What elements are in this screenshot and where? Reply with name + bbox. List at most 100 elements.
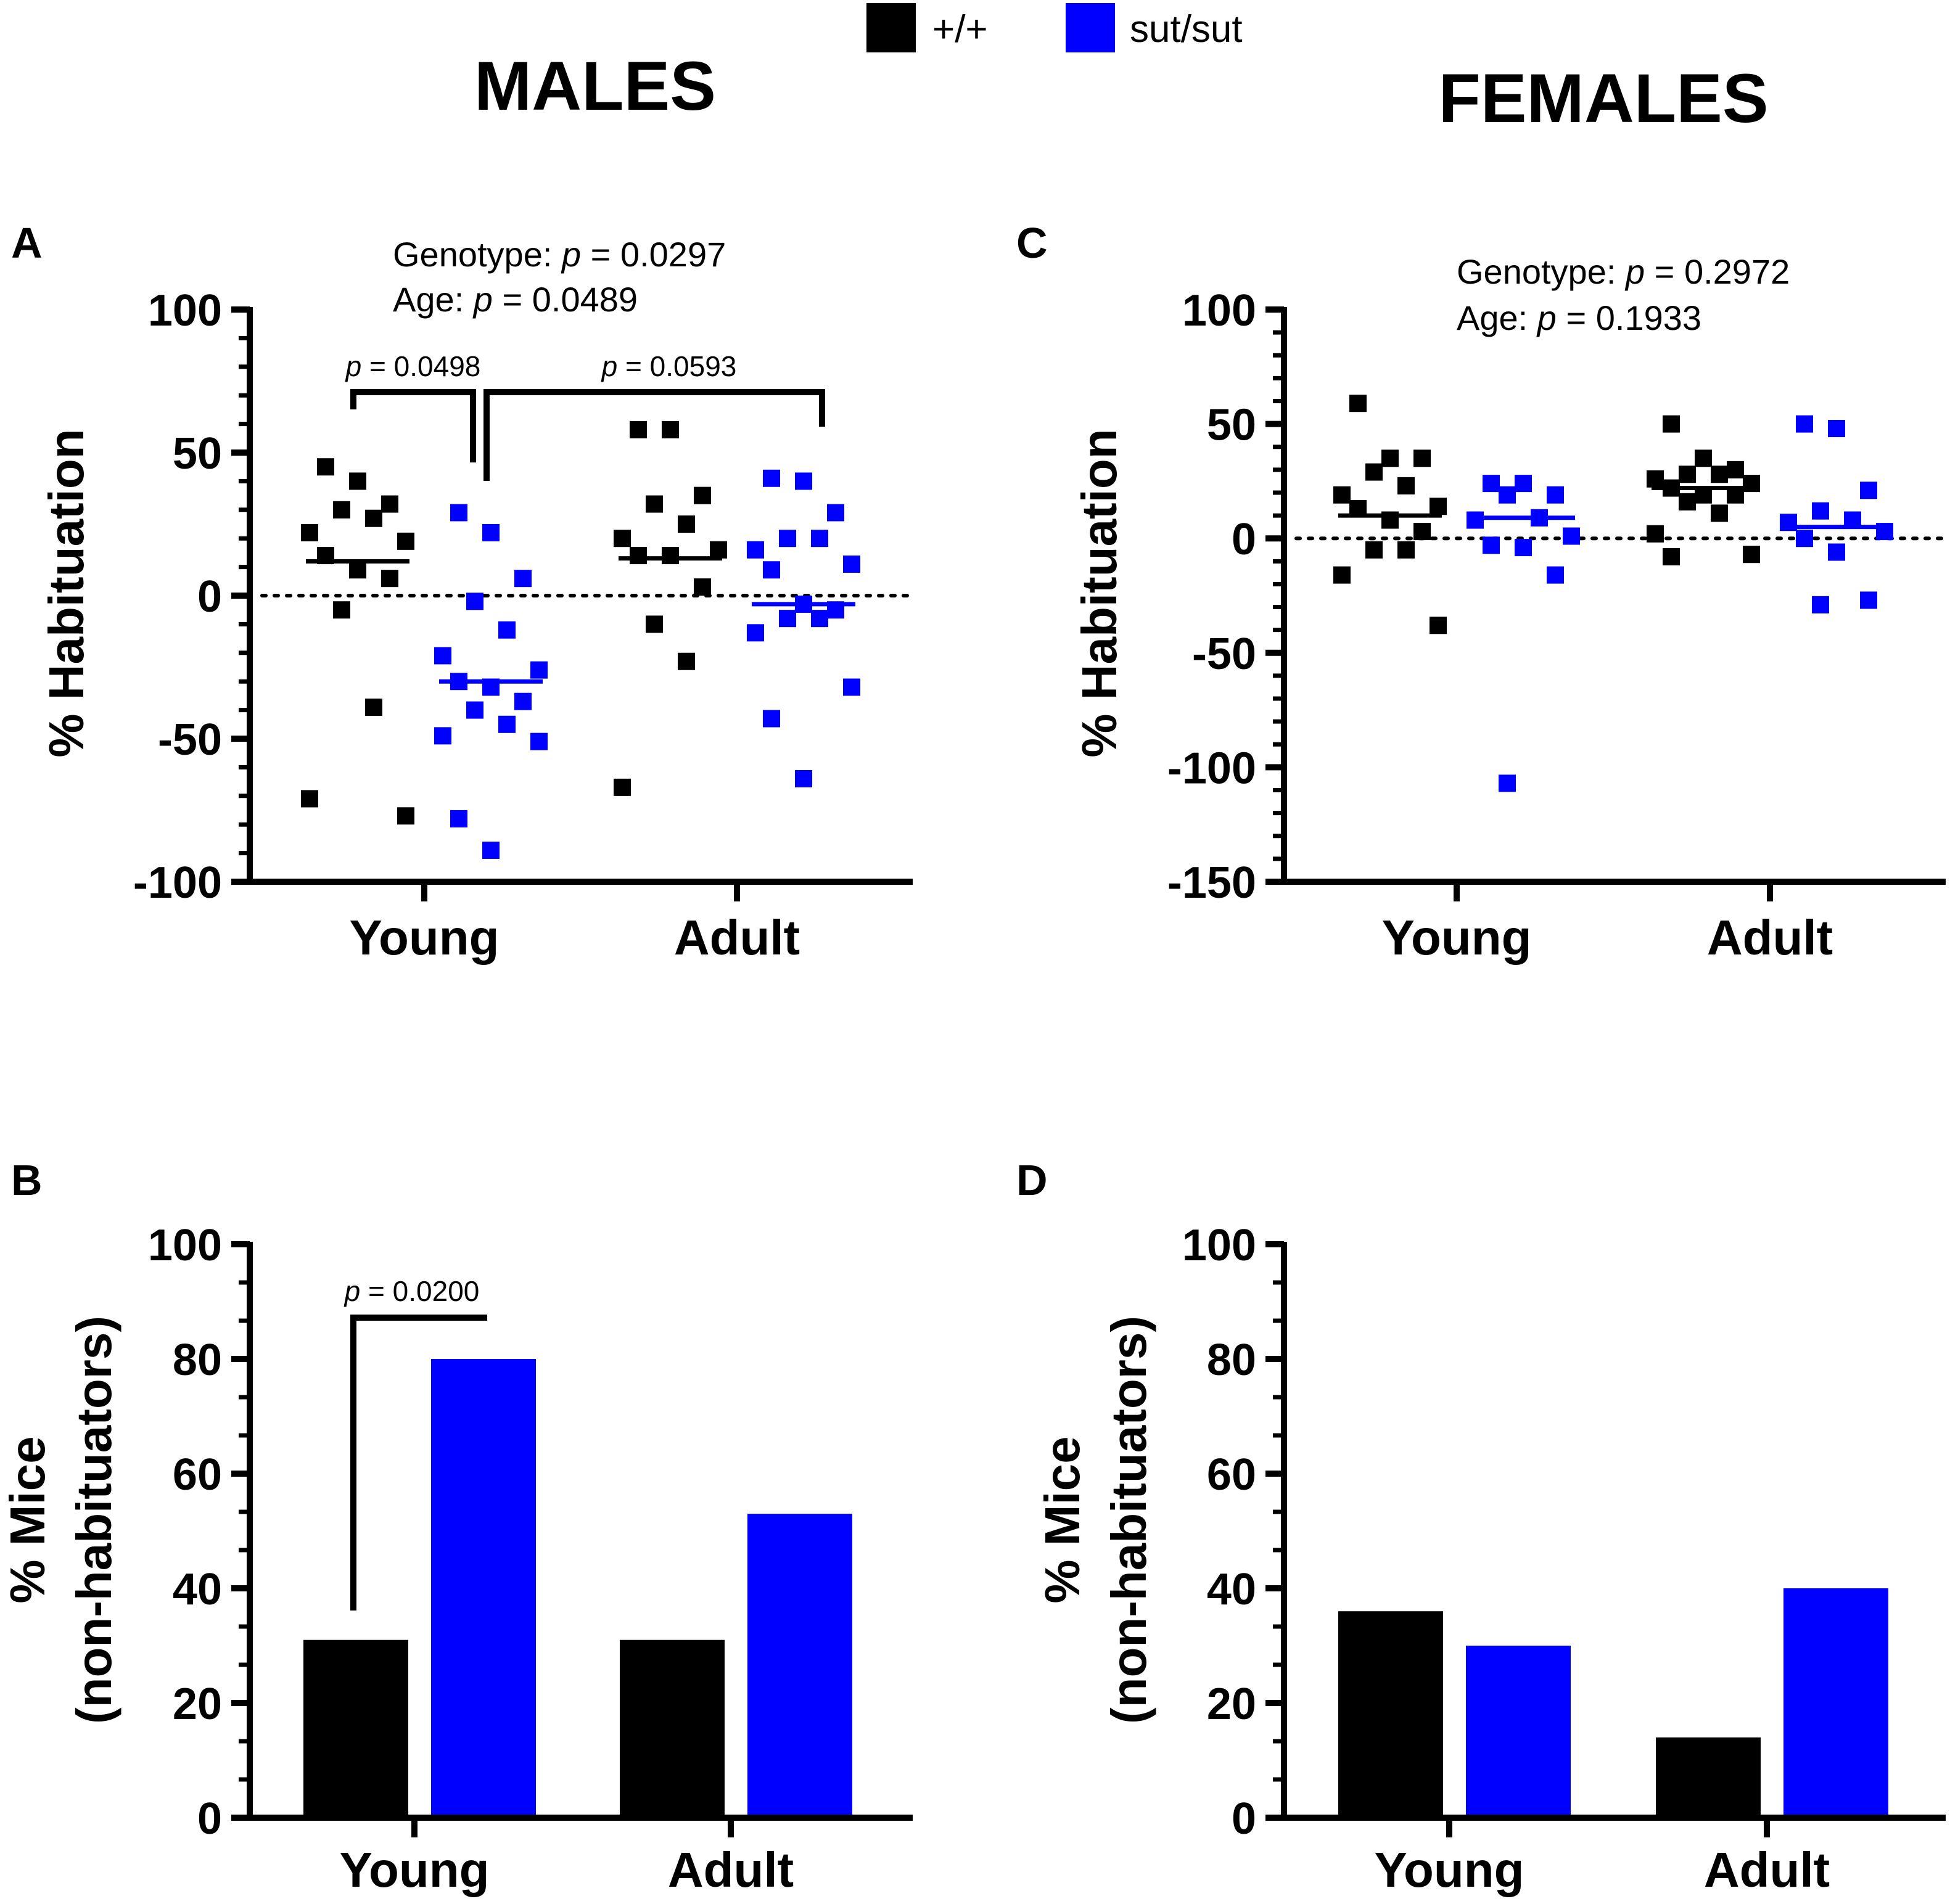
panel-c-point-wt-adult xyxy=(1679,493,1696,511)
panel-a-y-tick-label: 100 xyxy=(148,286,222,335)
panel-c-point-wt-adult xyxy=(1727,461,1744,478)
panel-a-point-wt-young xyxy=(397,807,414,825)
panel-c-y-tick-label: -50 xyxy=(1192,630,1256,679)
panel-c-point-wt-young xyxy=(1397,541,1415,559)
panel-c-point-wt-young xyxy=(1333,566,1351,584)
panel-c-point-wt-young xyxy=(1381,449,1399,467)
panel-c-category-young: Young xyxy=(1382,910,1532,965)
panel-a-category-young: Young xyxy=(350,910,500,965)
panel-c-point-wt-adult xyxy=(1711,504,1728,522)
panel-b-y-tick-label: 80 xyxy=(173,1336,222,1385)
panel-a-point-sut-young xyxy=(466,701,483,719)
panel-c-point-sut-adult xyxy=(1860,482,1877,499)
panel-d-y-label-line2: (non-habituators) xyxy=(1101,1316,1156,1724)
panel-b-bar-wt-adult xyxy=(620,1639,725,1815)
panel-c-point-wt-young xyxy=(1397,477,1415,494)
panel-b-y-tick-label: 0 xyxy=(197,1794,222,1844)
panel-a-stat-age: Age: p = 0.0489 xyxy=(393,280,638,319)
panel-letter-a: A xyxy=(11,219,43,267)
panel-c-y-label: % Habituation xyxy=(1072,429,1127,757)
panel-a-y-tick-label: 0 xyxy=(197,572,222,622)
panel-a-point-wt-adult xyxy=(646,615,663,633)
panel-a-point-wt-young xyxy=(381,495,398,513)
panel-b-y-tick-label: 40 xyxy=(173,1565,222,1614)
panel-a-point-sut-adult xyxy=(843,678,860,696)
panel-d-bar-sut-adult xyxy=(1783,1588,1888,1815)
panel-c-point-wt-young xyxy=(1413,449,1431,467)
panel-c-point-sut-young xyxy=(1483,536,1500,554)
panel-a-point-sut-adult xyxy=(827,504,844,522)
panel-a-point-wt-adult xyxy=(694,486,711,504)
panel-a-point-wt-young xyxy=(349,472,366,490)
panel-letter-d: D xyxy=(1016,1156,1048,1204)
panel-c-point-sut-young xyxy=(1499,774,1516,792)
panel-c-point-wt-young xyxy=(1365,541,1383,559)
panel-a-point-sut-adult xyxy=(763,469,780,487)
panel-c-y-tick-label: 100 xyxy=(1182,286,1256,335)
section-title-males: MALES xyxy=(474,47,716,125)
panel-c-stat-age: Age: p = 0.1933 xyxy=(1457,298,1701,337)
panel-d-y-tick-label: 80 xyxy=(1207,1336,1256,1385)
panel-a-point-sut-adult xyxy=(779,610,796,628)
panel-c-point-wt-young xyxy=(1430,617,1447,634)
panel-a-y-tick-label: -100 xyxy=(133,858,222,908)
panel-a-point-sut-adult xyxy=(779,530,796,548)
panel-c-point-sut-young xyxy=(1467,511,1484,529)
panel-a-chart: Genotype: p = 0.0297 Age: p = 0.0489 p =… xyxy=(39,235,918,965)
panel-a-y-tick-label: 50 xyxy=(173,429,222,478)
panel-a-point-wt-young xyxy=(365,698,382,716)
panel-c-point-wt-young xyxy=(1349,395,1367,412)
panel-d-category-young: Young xyxy=(1375,1842,1524,1897)
panel-d-chart: % Mice (non-habituators) Young Adult 0 20… xyxy=(1035,1221,1946,1897)
panel-b-y-tick-label: 60 xyxy=(173,1450,222,1500)
panel-a-point-sut-adult xyxy=(811,610,828,628)
panel-c-point-sut-young xyxy=(1515,539,1532,557)
panel-c-point-wt-adult xyxy=(1695,449,1712,467)
legend-label-wt: +/+ xyxy=(932,8,988,51)
legend: +/+ sut/sut xyxy=(866,3,1243,52)
panel-c-point-sut-young xyxy=(1547,566,1564,584)
panel-a-point-sut-adult xyxy=(763,561,780,579)
panel-c-point-wt-young xyxy=(1333,486,1351,504)
panel-a-point-sut-young xyxy=(482,523,500,541)
panel-a-point-sut-adult xyxy=(763,710,780,728)
panel-c-point-sut-young xyxy=(1483,475,1500,493)
panel-a-point-sut-young xyxy=(450,810,467,827)
panel-d-y-tick-label: 100 xyxy=(1182,1221,1256,1270)
panel-c-point-sut-young xyxy=(1563,527,1580,545)
panel-d-y-tick-label: 0 xyxy=(1232,1794,1256,1844)
panel-c-point-sut-adult xyxy=(1812,596,1829,613)
panel-c-point-wt-adult xyxy=(1663,415,1680,433)
panel-a-point-sut-adult xyxy=(747,624,764,642)
panel-a-point-wt-adult xyxy=(678,652,695,670)
panel-c-chart: Genotype: p = 0.2972 Age: p = 0.1933 % H… xyxy=(1072,252,1950,965)
panel-c-y-tick-label: -100 xyxy=(1167,744,1256,793)
panel-b-y-tick-label: 20 xyxy=(173,1680,222,1729)
panel-a-point-wt-young xyxy=(381,570,398,588)
panel-a-point-wt-young xyxy=(397,532,414,550)
panel-a-category-adult: Adult xyxy=(674,910,800,965)
panel-c-y-tick-label: -150 xyxy=(1167,858,1256,908)
panel-a-y-label: % Habituation xyxy=(39,429,94,757)
panel-a-bracket1 xyxy=(350,389,476,462)
panel-c-point-sut-adult xyxy=(1796,415,1813,433)
panel-a-point-sut-adult xyxy=(795,472,812,490)
panel-d-bar-wt-young xyxy=(1338,1611,1443,1815)
panel-a-point-sut-young xyxy=(498,715,516,733)
panel-b-bracket-label: p = 0.0200 xyxy=(344,1275,480,1307)
panel-c-point-wt-young xyxy=(1430,498,1447,515)
panel-c-point-sut-adult xyxy=(1812,502,1829,520)
section-title-females: FEMALES xyxy=(1438,60,1768,137)
panel-c-point-wt-adult xyxy=(1743,546,1760,564)
panel-a-point-wt-young xyxy=(301,790,318,808)
panel-a-point-wt-adult xyxy=(662,421,679,438)
panel-c-point-sut-young xyxy=(1515,475,1532,493)
panel-a-point-wt-adult xyxy=(630,547,647,565)
panel-a-point-sut-adult xyxy=(747,541,764,559)
panel-d-bar-wt-adult xyxy=(1656,1737,1761,1815)
panel-c-point-sut-adult xyxy=(1796,530,1813,548)
panel-a-bracket2 xyxy=(483,389,825,481)
panel-a-point-sut-young xyxy=(498,621,516,639)
panel-c-y-tick-label: 0 xyxy=(1232,515,1256,564)
panel-a-point-sut-adult xyxy=(795,769,812,787)
